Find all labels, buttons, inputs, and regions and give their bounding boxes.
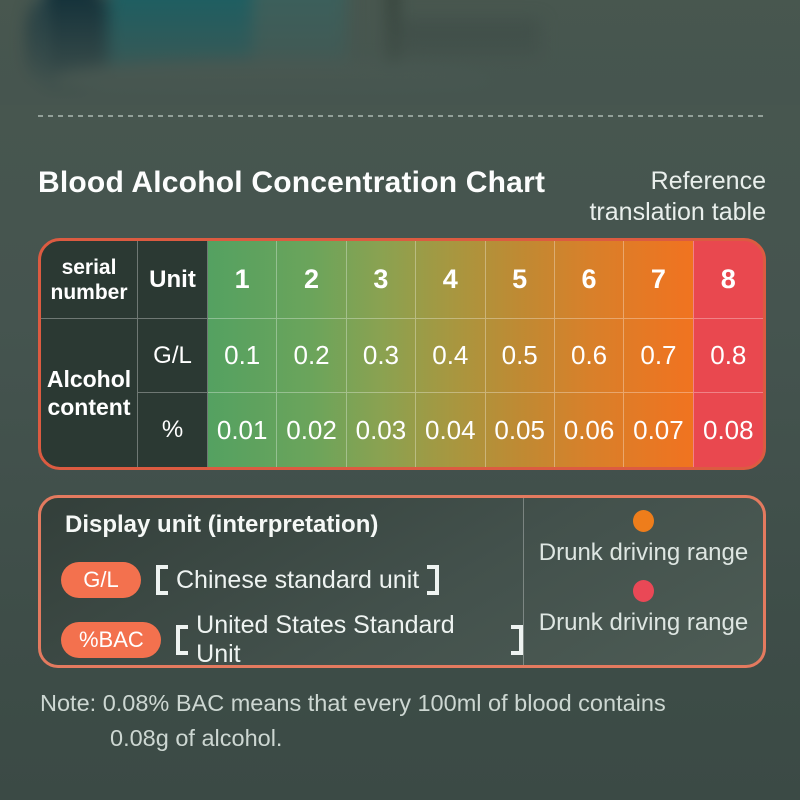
value-cell-pct-8: 0.08	[703, 414, 754, 445]
value-cell-gl-4: 0.4	[416, 319, 486, 393]
value-cell-pct-2: 0.02	[277, 393, 347, 467]
value-cell-pct-3: 0.03	[347, 393, 417, 467]
unit-row-gl: G/L Chinese standard unit	[61, 562, 523, 598]
subtitle-line-1: Reference	[650, 167, 766, 195]
value-cell-pct-7: 0.07	[624, 393, 694, 467]
gl-pill-badge: G/L	[61, 562, 141, 598]
column-header-7: 7	[624, 241, 694, 319]
gl-unit-label: Chinese standard unit	[156, 565, 439, 595]
bac-conversion-table: serial number Unit 1 2 3 4 5 6 7 8 Alcoh…	[38, 238, 766, 470]
column-header-serial: serial number	[41, 241, 138, 319]
unit-cell-gl: G/L	[138, 319, 208, 393]
column-header-unit: Unit	[138, 241, 208, 319]
display-unit-left-panel: Display unit (interpretation) G/L Chines…	[41, 498, 523, 665]
display-unit-title: Display unit (interpretation)	[65, 511, 379, 538]
column-header-2: 2	[277, 241, 347, 319]
column-header-3: 3	[346, 241, 417, 319]
footnote: Note: 0.08% BAC means that every 100ml o…	[40, 690, 666, 751]
photo-fade-overlay	[0, 0, 800, 105]
page-title: Blood Alcohol Concentration Chart	[38, 166, 546, 199]
value-cell-gl-5: 0.5	[485, 319, 555, 393]
value-cell-gl-7: 0.7	[624, 319, 694, 393]
value-cell-gl-1: 0.1	[208, 319, 278, 393]
value-cell-gl-3: 0.3	[346, 319, 417, 393]
value-cell-pct-1: 0.01	[208, 393, 278, 467]
value-cell-pct-4: 0.04	[416, 393, 486, 467]
value-cell-gl-6: 0.6	[554, 319, 625, 393]
value-cell-gl-8: 0.8	[693, 319, 763, 393]
unit-row-bac: %BAC United States Standard Unit	[61, 611, 523, 665]
orange-range-label: Drunk driving range	[538, 539, 749, 566]
display-unit-box: Display unit (interpretation) G/L Chines…	[38, 495, 766, 668]
column-header-4: 4	[416, 241, 486, 319]
column-header-8: 8	[693, 241, 763, 319]
table-grid: serial number Unit 1 2 3 4 5 6 7 8 Alcoh…	[41, 241, 763, 467]
column-header-5: 5	[485, 241, 555, 319]
row-label-alcohol-content: Alcohol content	[41, 319, 138, 467]
header: Blood Alcohol Concentration Chart Refere…	[38, 166, 766, 228]
dashed-divider	[38, 115, 766, 117]
red-range-label: Drunk driving range	[538, 609, 749, 636]
product-photo-strip	[0, 0, 800, 105]
column-header-6: 6	[554, 241, 625, 319]
bac-unit-label: United States Standard Unit	[176, 611, 523, 665]
value-cell-gl-2: 0.2	[277, 319, 347, 393]
red-range-dot-icon	[633, 580, 654, 602]
page-subtitle: Reference translation table	[589, 166, 766, 228]
unit-cell-percent: %	[138, 393, 208, 467]
drunk-driving-legend: Drunk driving range Drunk driving range	[523, 498, 763, 665]
value-cell-pct-6: 0.06	[555, 393, 625, 467]
value-cell-pct-5: 0.05	[486, 393, 555, 467]
column-header-1: 1	[208, 241, 278, 319]
orange-range-dot-icon	[633, 510, 654, 532]
bac-pill-badge: %BAC	[61, 622, 162, 658]
subtitle-line-2: translation table	[589, 198, 766, 226]
